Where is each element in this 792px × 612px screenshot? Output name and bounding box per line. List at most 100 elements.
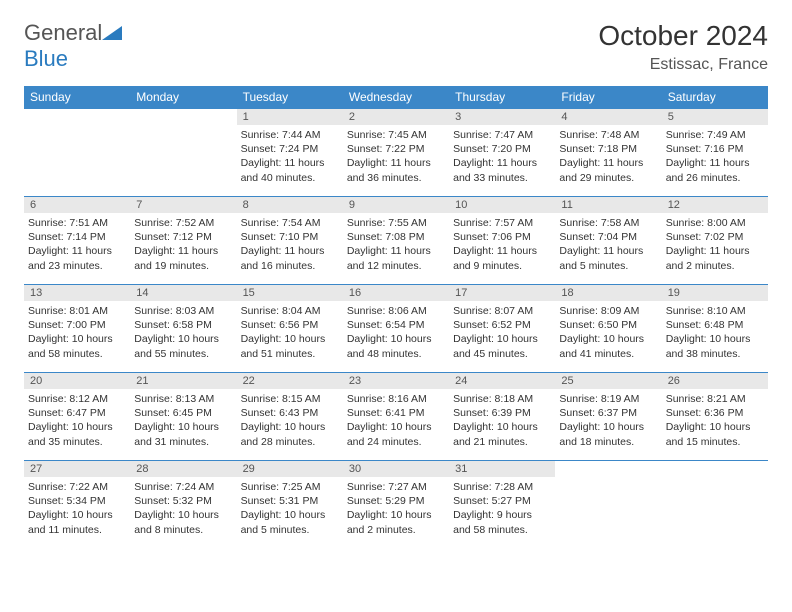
sunset-text: Sunset: 7:06 PM: [453, 230, 551, 244]
sunrise-text: Sunrise: 7:47 AM: [453, 128, 551, 142]
day-number: 7: [130, 197, 236, 213]
calendar-day-cell: 7Sunrise: 7:52 AMSunset: 7:12 PMDaylight…: [130, 197, 236, 285]
calendar-day-cell: 23Sunrise: 8:16 AMSunset: 6:41 PMDayligh…: [343, 373, 449, 461]
daylight-text: Daylight: 10 hours and 8 minutes.: [134, 508, 232, 536]
day-number: 18: [555, 285, 661, 301]
sunrise-text: Sunrise: 7:54 AM: [241, 216, 339, 230]
day-body: Sunrise: 8:18 AMSunset: 6:39 PMDaylight:…: [449, 389, 555, 452]
day-body: Sunrise: 8:09 AMSunset: 6:50 PMDaylight:…: [555, 301, 661, 364]
sunrise-text: Sunrise: 8:15 AM: [241, 392, 339, 406]
day-body: Sunrise: 7:45 AMSunset: 7:22 PMDaylight:…: [343, 125, 449, 188]
day-body: Sunrise: 7:54 AMSunset: 7:10 PMDaylight:…: [237, 213, 343, 276]
calendar-day-cell: 27Sunrise: 7:22 AMSunset: 5:34 PMDayligh…: [24, 461, 130, 549]
calendar-day-cell: 12Sunrise: 8:00 AMSunset: 7:02 PMDayligh…: [662, 197, 768, 285]
calendar-day-cell: [24, 109, 130, 197]
day-body: Sunrise: 7:44 AMSunset: 7:24 PMDaylight:…: [237, 125, 343, 188]
header: General Blue October 2024 Estissac, Fran…: [24, 20, 768, 74]
day-number: 22: [237, 373, 343, 389]
day-body: Sunrise: 8:07 AMSunset: 6:52 PMDaylight:…: [449, 301, 555, 364]
daylight-text: Daylight: 10 hours and 18 minutes.: [559, 420, 657, 448]
calendar-week-row: 27Sunrise: 7:22 AMSunset: 5:34 PMDayligh…: [24, 461, 768, 549]
daylight-text: Daylight: 10 hours and 55 minutes.: [134, 332, 232, 360]
day-number: 24: [449, 373, 555, 389]
day-number: 21: [130, 373, 236, 389]
daylight-text: Daylight: 11 hours and 19 minutes.: [134, 244, 232, 272]
sunset-text: Sunset: 6:36 PM: [666, 406, 764, 420]
sunset-text: Sunset: 6:50 PM: [559, 318, 657, 332]
calendar-day-cell: [555, 461, 661, 549]
day-number: 28: [130, 461, 236, 477]
daylight-text: Daylight: 11 hours and 2 minutes.: [666, 244, 764, 272]
calendar-day-cell: 15Sunrise: 8:04 AMSunset: 6:56 PMDayligh…: [237, 285, 343, 373]
day-body: Sunrise: 8:06 AMSunset: 6:54 PMDaylight:…: [343, 301, 449, 364]
daylight-text: Daylight: 11 hours and 16 minutes.: [241, 244, 339, 272]
daylight-text: Daylight: 11 hours and 5 minutes.: [559, 244, 657, 272]
calendar-day-cell: 1Sunrise: 7:44 AMSunset: 7:24 PMDaylight…: [237, 109, 343, 197]
sunset-text: Sunset: 7:18 PM: [559, 142, 657, 156]
sunrise-text: Sunrise: 8:19 AM: [559, 392, 657, 406]
sunset-text: Sunset: 5:27 PM: [453, 494, 551, 508]
daylight-text: Daylight: 10 hours and 31 minutes.: [134, 420, 232, 448]
day-number: 10: [449, 197, 555, 213]
sunset-text: Sunset: 6:56 PM: [241, 318, 339, 332]
calendar-day-cell: 20Sunrise: 8:12 AMSunset: 6:47 PMDayligh…: [24, 373, 130, 461]
day-number: 9: [343, 197, 449, 213]
day-body: Sunrise: 7:49 AMSunset: 7:16 PMDaylight:…: [662, 125, 768, 188]
daylight-text: Daylight: 11 hours and 26 minutes.: [666, 156, 764, 184]
calendar-day-cell: 29Sunrise: 7:25 AMSunset: 5:31 PMDayligh…: [237, 461, 343, 549]
daylight-text: Daylight: 10 hours and 45 minutes.: [453, 332, 551, 360]
weekday-header: Wednesday: [343, 86, 449, 109]
daylight-text: Daylight: 11 hours and 12 minutes.: [347, 244, 445, 272]
sunrise-text: Sunrise: 8:04 AM: [241, 304, 339, 318]
calendar-day-cell: [662, 461, 768, 549]
calendar-day-cell: 22Sunrise: 8:15 AMSunset: 6:43 PMDayligh…: [237, 373, 343, 461]
day-number: 19: [662, 285, 768, 301]
calendar-day-cell: 18Sunrise: 8:09 AMSunset: 6:50 PMDayligh…: [555, 285, 661, 373]
calendar-day-cell: 30Sunrise: 7:27 AMSunset: 5:29 PMDayligh…: [343, 461, 449, 549]
sunset-text: Sunset: 7:20 PM: [453, 142, 551, 156]
sunset-text: Sunset: 7:10 PM: [241, 230, 339, 244]
sunset-text: Sunset: 7:00 PM: [28, 318, 126, 332]
sunrise-text: Sunrise: 7:52 AM: [134, 216, 232, 230]
calendar-week-row: 20Sunrise: 8:12 AMSunset: 6:47 PMDayligh…: [24, 373, 768, 461]
daylight-text: Daylight: 10 hours and 48 minutes.: [347, 332, 445, 360]
sunrise-text: Sunrise: 7:24 AM: [134, 480, 232, 494]
sunrise-text: Sunrise: 8:00 AM: [666, 216, 764, 230]
calendar-day-cell: 10Sunrise: 7:57 AMSunset: 7:06 PMDayligh…: [449, 197, 555, 285]
day-body: Sunrise: 8:16 AMSunset: 6:41 PMDaylight:…: [343, 389, 449, 452]
daylight-text: Daylight: 10 hours and 41 minutes.: [559, 332, 657, 360]
logo-text-1: General: [24, 20, 102, 45]
day-body: Sunrise: 8:03 AMSunset: 6:58 PMDaylight:…: [130, 301, 236, 364]
calendar-day-cell: 25Sunrise: 8:19 AMSunset: 6:37 PMDayligh…: [555, 373, 661, 461]
sunrise-text: Sunrise: 8:09 AM: [559, 304, 657, 318]
day-body: Sunrise: 8:13 AMSunset: 6:45 PMDaylight:…: [130, 389, 236, 452]
calendar-table: Sunday Monday Tuesday Wednesday Thursday…: [24, 86, 768, 549]
day-body: Sunrise: 7:47 AMSunset: 7:20 PMDaylight:…: [449, 125, 555, 188]
sunset-text: Sunset: 6:41 PM: [347, 406, 445, 420]
calendar-day-cell: 11Sunrise: 7:58 AMSunset: 7:04 PMDayligh…: [555, 197, 661, 285]
sunrise-text: Sunrise: 7:45 AM: [347, 128, 445, 142]
calendar-week-row: 1Sunrise: 7:44 AMSunset: 7:24 PMDaylight…: [24, 109, 768, 197]
calendar-day-cell: 14Sunrise: 8:03 AMSunset: 6:58 PMDayligh…: [130, 285, 236, 373]
day-number: 2: [343, 109, 449, 125]
calendar-day-cell: 31Sunrise: 7:28 AMSunset: 5:27 PMDayligh…: [449, 461, 555, 549]
day-number: 13: [24, 285, 130, 301]
day-number: 31: [449, 461, 555, 477]
logo: General Blue: [24, 20, 122, 72]
daylight-text: Daylight: 11 hours and 33 minutes.: [453, 156, 551, 184]
day-body: Sunrise: 7:22 AMSunset: 5:34 PMDaylight:…: [24, 477, 130, 540]
day-body: Sunrise: 8:10 AMSunset: 6:48 PMDaylight:…: [662, 301, 768, 364]
day-number: 5: [662, 109, 768, 125]
daylight-text: Daylight: 10 hours and 15 minutes.: [666, 420, 764, 448]
day-body: Sunrise: 8:01 AMSunset: 7:00 PMDaylight:…: [24, 301, 130, 364]
calendar-day-cell: 3Sunrise: 7:47 AMSunset: 7:20 PMDaylight…: [449, 109, 555, 197]
sunrise-text: Sunrise: 8:12 AM: [28, 392, 126, 406]
daylight-text: Daylight: 10 hours and 24 minutes.: [347, 420, 445, 448]
page-title: October 2024: [598, 20, 768, 52]
sunrise-text: Sunrise: 7:28 AM: [453, 480, 551, 494]
sunset-text: Sunset: 6:54 PM: [347, 318, 445, 332]
sunset-text: Sunset: 5:34 PM: [28, 494, 126, 508]
calendar-day-cell: 16Sunrise: 8:06 AMSunset: 6:54 PMDayligh…: [343, 285, 449, 373]
sunrise-text: Sunrise: 8:03 AM: [134, 304, 232, 318]
day-number: 27: [24, 461, 130, 477]
